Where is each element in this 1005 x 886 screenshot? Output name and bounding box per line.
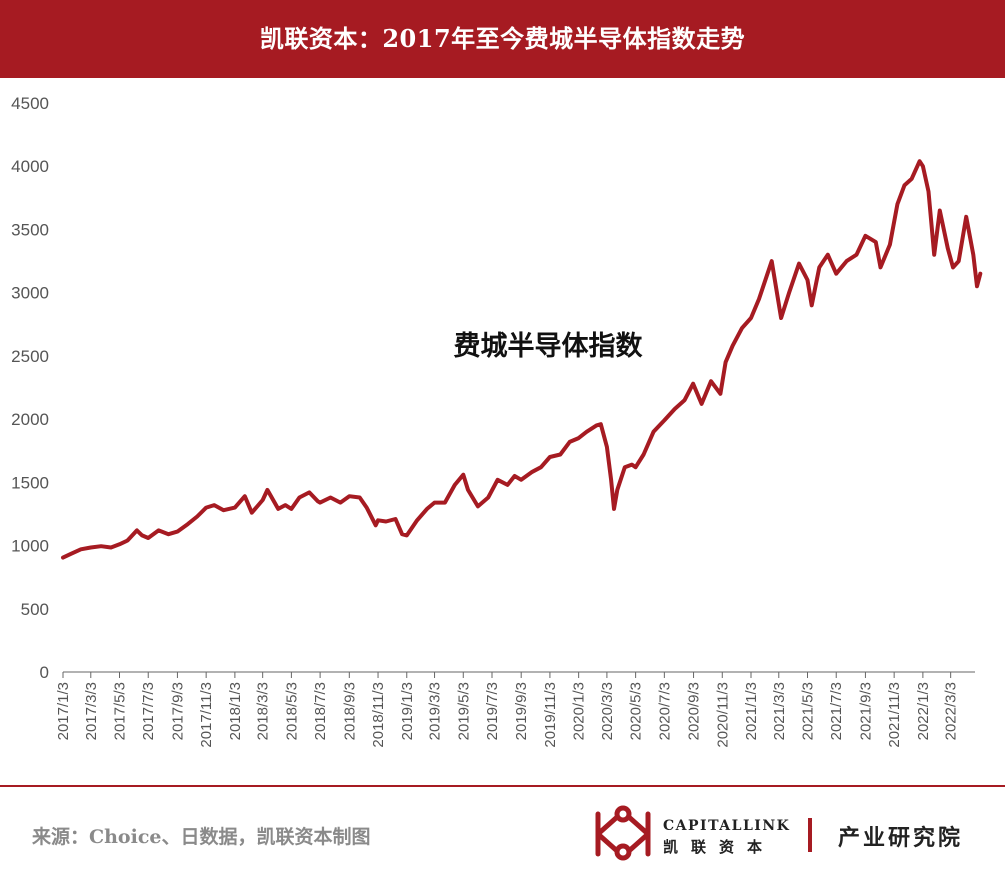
x-tick-label: 2020/5/3 [628,682,645,740]
capitallink-logo-icon [595,805,651,861]
brand-name-en: CAPITALLINK [663,818,791,834]
brand-divider [808,818,812,852]
x-tick-label: 2017/7/3 [140,682,157,740]
x-tick-label: 2020/9/3 [686,682,703,740]
chart-annotation: 费城半导体指数 [454,331,644,362]
y-tick-label: 500 [21,600,49,619]
x-tick-label: 2021/5/3 [800,682,817,740]
series-line [61,159,983,560]
y-tick-label: 2500 [11,347,49,366]
x-tick-label: 2018/7/3 [312,682,329,740]
x-tick-label: 2019/9/3 [513,682,530,740]
line-chart: 0 500 1000 1500 2000 2500 3000 3500 4000 4500 2017… [11,94,983,748]
x-tick-label: 2019/11/3 [542,682,559,748]
y-tick-label: 1500 [11,473,49,492]
y-tick-label: 3000 [11,284,49,303]
x-tick-label: 2019/5/3 [455,682,472,740]
department-name: 产业研究院 [838,825,964,851]
x-tick-label: 2017/3/3 [83,682,100,740]
x-tick-label: 2021/1/3 [743,682,760,740]
y-tick-label: 4500 [11,94,49,113]
y-tick-label: 1000 [11,537,49,556]
x-tick-label: 2021/3/3 [771,682,788,740]
x-tick-label: 2019/1/3 [399,682,416,740]
x-tick-label: 2018/1/3 [227,682,244,740]
y-tick-label: 4000 [11,157,49,176]
y-tick-label: 2000 [11,410,49,429]
x-tick-label: 2018/11/3 [370,682,387,748]
brand-name-cn: 凯联资本 [663,838,776,856]
x-tick-label: 2017/1/3 [55,682,72,740]
x-tick-label: 2018/3/3 [255,682,272,740]
x-tick-label: 2018/5/3 [283,682,300,740]
y-tick-label: 0 [40,663,49,682]
x-tick-label: 2021/9/3 [857,682,874,740]
x-tick-label: 2020/3/3 [599,682,616,740]
source-note: 来源：Choice、日数据，凯联资本制图 [32,826,371,848]
x-tick-label: 2020/7/3 [656,682,673,740]
y-tick-label: 3500 [11,220,49,239]
x-tick-label: 2017/5/3 [112,682,129,740]
header-bar: 凯联资本：2017年至今费城半导体指数走势 [0,0,1005,78]
x-tick-label: 2022/3/3 [943,682,960,740]
x-tick-label: 2020/11/3 [714,682,731,748]
x-tick-label: 2018/9/3 [341,682,358,740]
x-tick-label: 2020/1/3 [571,682,588,740]
x-tick-label: 2021/11/3 [886,682,903,748]
footer-divider [0,785,1005,787]
page-title: 凯联资本：2017年至今费城半导体指数走势 [259,24,746,53]
x-tick-label: 2017/11/3 [198,682,215,748]
x-tick-label: 2019/7/3 [484,682,501,740]
x-tick-label: 2022/1/3 [915,682,932,740]
x-tick-label: 2017/9/3 [169,682,186,740]
x-tick-label: 2019/3/3 [427,682,444,740]
x-tick-label: 2021/7/3 [828,682,845,740]
